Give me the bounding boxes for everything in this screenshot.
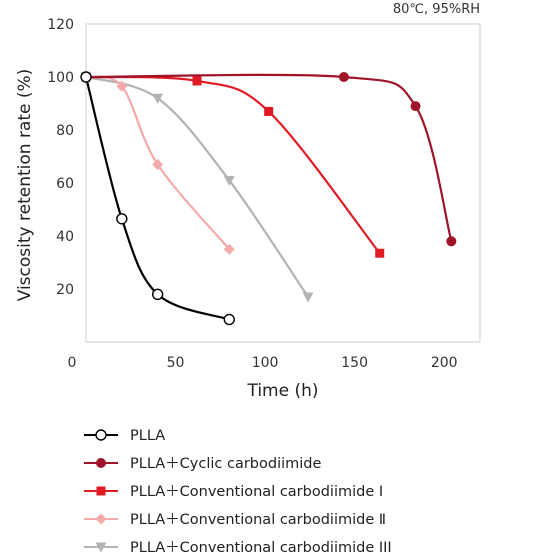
series-line: [85, 73, 453, 242]
y-tick-label: 60: [56, 176, 74, 192]
series-2: [81, 72, 385, 258]
series-1: [81, 72, 457, 247]
legend-entry: PLLA: [84, 428, 165, 444]
data-point: [80, 71, 92, 83]
y-axis-ticks: 20 40 60 80 100 120: [47, 17, 74, 298]
y-axis-title: Viscosity retention rate (%): [15, 69, 35, 302]
legend-marker: [95, 542, 107, 553]
y-tick-label: 100: [47, 70, 74, 86]
y-tick-label: 40: [56, 229, 74, 245]
data-point: [116, 213, 128, 225]
plot-area: [85, 23, 481, 343]
data-point: [446, 236, 457, 247]
data-point: [152, 158, 164, 170]
legend-label: PLLA＋Cyclic carbodiimide: [130, 456, 321, 472]
legend-marker: [95, 429, 107, 441]
condition-annotation: 80℃, 95%RH: [393, 2, 480, 17]
series-0: [80, 71, 235, 326]
y-tick-label: 80: [56, 123, 74, 139]
data-point: [223, 313, 235, 326]
x-tick-label: 100: [252, 355, 279, 371]
x-axis-title: Time (h): [246, 381, 318, 401]
data-point: [192, 76, 202, 86]
legend-entry: PLLA＋Conventional carbodiimide III: [84, 540, 392, 556]
legend-entry: PLLA＋Conventional carbodiimide Ⅱ: [84, 512, 386, 528]
data-point: [410, 101, 421, 112]
x-tick-label: 200: [431, 355, 458, 371]
data-point: [152, 93, 164, 104]
data-point: [223, 175, 235, 186]
legend-label: PLLA＋Conventional carbodiimide Ⅰ: [130, 484, 383, 500]
series-line: [85, 75, 309, 298]
data-point: [116, 80, 128, 92]
legend-entry: PLLA＋Conventional carbodiimide Ⅰ: [84, 484, 383, 500]
data-point: [151, 288, 164, 300]
legend-label: PLLA＋Conventional carbodiimide Ⅱ: [130, 512, 386, 528]
x-axis-ticks: 0 50 100 150 200: [68, 355, 458, 371]
legend-entry: PLLA＋Cyclic carbodiimide: [84, 456, 321, 472]
legend-marker: [96, 486, 106, 496]
legend-label: PLLA＋Conventional carbodiimide III: [130, 540, 392, 556]
legend: PLLA PLLA＋Cyclic carbodiimide PLLA＋Convent…: [84, 428, 392, 556]
legend-marker: [96, 458, 106, 468]
x-tick-label: 150: [341, 355, 368, 371]
x-tick-label: 0: [68, 355, 77, 371]
legend-marker: [95, 513, 107, 525]
y-tick-label: 120: [47, 17, 74, 33]
y-tick-label: 20: [56, 282, 74, 298]
series-4: [80, 72, 314, 303]
data-point: [264, 106, 274, 116]
series-layer: [80, 71, 457, 326]
data-point: [338, 72, 349, 82]
data-point: [302, 292, 314, 303]
series-line: [84, 76, 230, 321]
data-point: [375, 248, 385, 258]
legend-label: PLLA: [130, 428, 165, 444]
data-point: [223, 243, 235, 255]
x-tick-label: 50: [167, 355, 185, 371]
